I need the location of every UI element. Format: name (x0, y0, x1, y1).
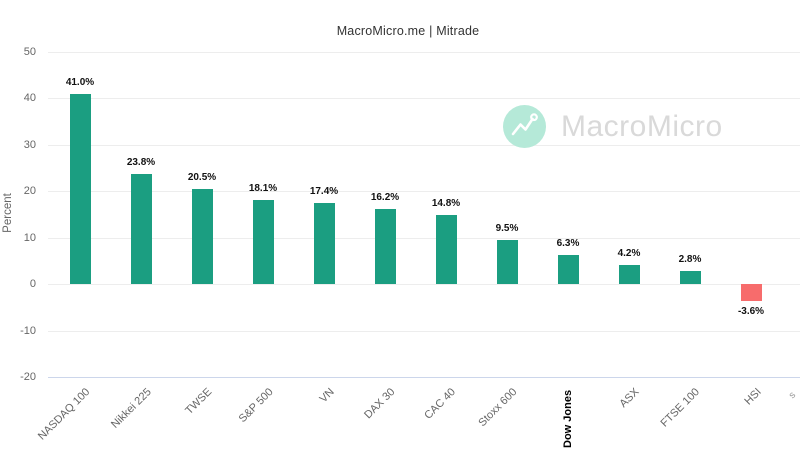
y-tick-label: -10 (20, 324, 36, 337)
gridline (48, 52, 800, 53)
value-label: 14.8% (431, 198, 461, 210)
bar[interactable] (679, 271, 701, 285)
y-tick-label: 50 (23, 46, 36, 58)
macromicro-logo-icon (503, 105, 546, 148)
gridline (48, 144, 800, 146)
value-label: 4.2% (617, 247, 641, 259)
x-tick-label: VN (317, 386, 337, 406)
x-tick-label: Stoxx 600 (476, 386, 520, 430)
x-tick-label: NASDAQ 100 (36, 386, 93, 443)
x-tick-label: Nikkei 225 (108, 386, 154, 431)
value-label: 41.0% (65, 76, 95, 88)
bar[interactable] (252, 200, 274, 285)
x-tick-label: FTSE 100 (658, 386, 703, 430)
value-label: 9.5% (495, 223, 519, 234)
gridline (48, 191, 800, 193)
bar[interactable] (69, 93, 91, 285)
value-label: 23.8% (126, 156, 156, 168)
x-tick-label: DAX 30 (362, 386, 398, 422)
x-tick-label: TWSE (183, 386, 215, 417)
value-label: 2.8% (678, 254, 702, 266)
value-label: 16.2% (370, 191, 400, 203)
x-axis-line (48, 377, 800, 378)
bar[interactable] (740, 284, 762, 301)
value-label: 17.4% (309, 186, 339, 198)
x-tick-label: Dow Jones (562, 389, 574, 448)
value-label: 6.3% (556, 237, 580, 249)
bar[interactable] (496, 240, 518, 285)
gridline (48, 98, 800, 100)
bar[interactable] (313, 203, 335, 285)
y-tick-label: 0 (29, 278, 36, 291)
y-tick-label: 40 (23, 92, 36, 105)
y-tick-label: -20 (20, 371, 36, 383)
bar[interactable] (130, 173, 152, 285)
x-tick-label: S&P 500 (236, 386, 276, 426)
bar[interactable] (557, 254, 579, 285)
gridline (48, 284, 800, 286)
y-tick-label: 10 (23, 231, 36, 244)
x-tick-label: CAC 40 (422, 386, 459, 422)
gridline (48, 237, 800, 239)
value-label: 18.1% (248, 183, 278, 195)
x-tick-label: ASX (617, 386, 642, 411)
partial-x-tick-label: s (786, 389, 799, 402)
value-label: -3.6% (737, 305, 765, 317)
bar[interactable] (435, 215, 457, 285)
bar[interactable] (191, 189, 213, 285)
value-label: 20.5% (187, 172, 217, 183)
bar[interactable] (374, 208, 396, 285)
y-tick-label: 30 (23, 138, 36, 151)
x-tick-label: HSI (742, 386, 764, 408)
watermark-text: MacroMicro (561, 109, 723, 143)
watermark: MacroMicro (503, 105, 723, 148)
y-tick-label: 20 (23, 185, 36, 198)
chart-title: MacroMicro.me | Mitrade (336, 24, 480, 38)
gridline (48, 330, 800, 332)
bar[interactable] (618, 264, 640, 285)
